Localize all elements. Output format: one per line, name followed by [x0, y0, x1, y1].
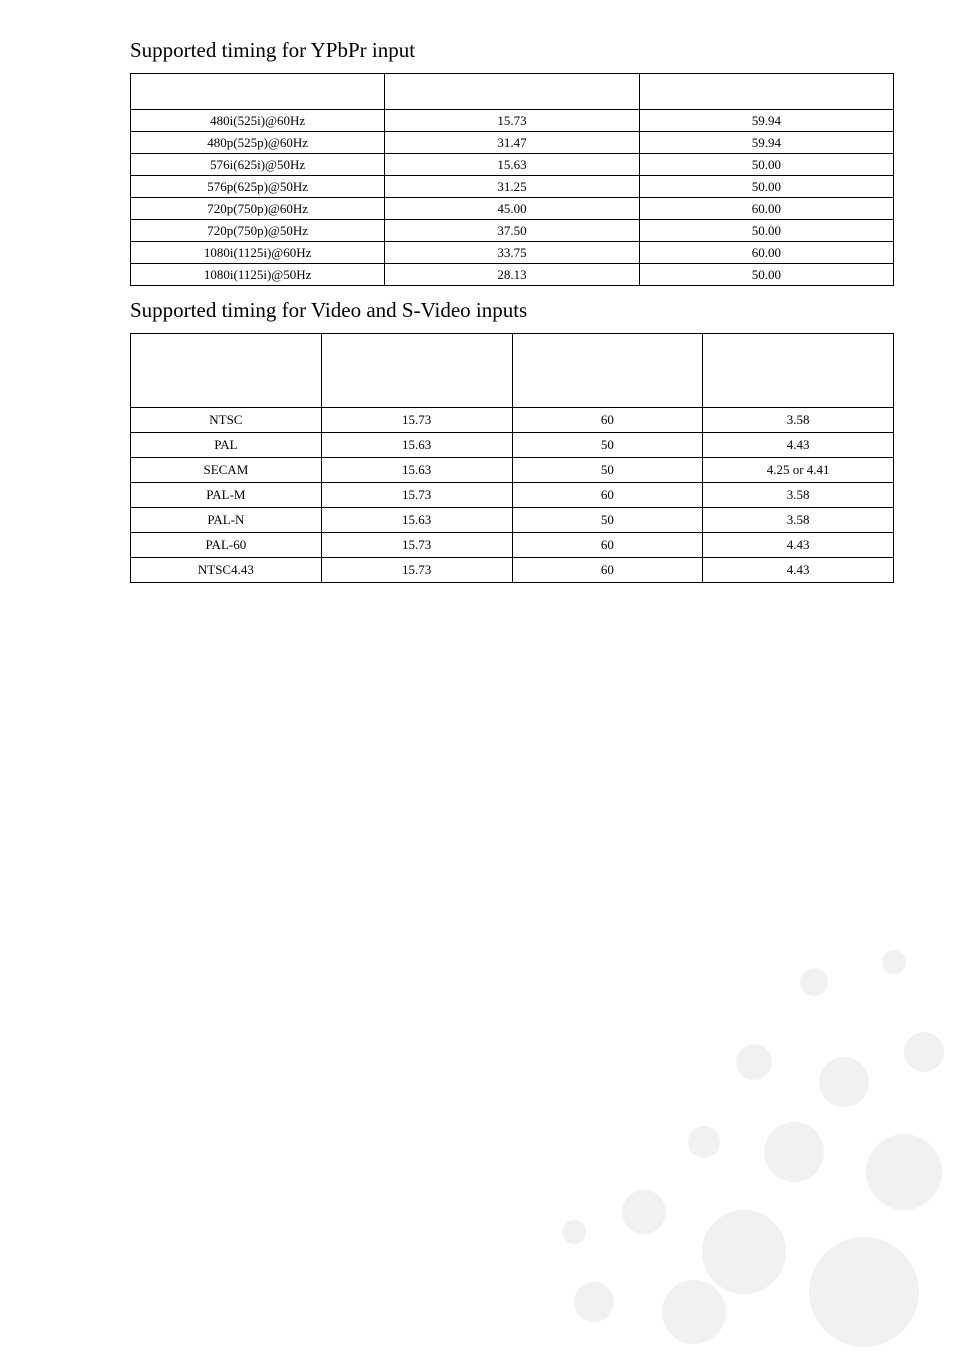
cell: 50.00	[639, 154, 893, 176]
cell: 15.63	[321, 458, 512, 483]
cell: 3.58	[703, 508, 894, 533]
cell: 15.73	[321, 408, 512, 433]
cell: 50	[512, 458, 703, 483]
col-header	[639, 74, 893, 110]
cell: 15.73	[321, 558, 512, 583]
col-header	[131, 74, 385, 110]
table-header-row	[131, 74, 894, 110]
table-row: 480i(525i)@60Hz 15.73 59.94	[131, 110, 894, 132]
cell: 15.63	[321, 508, 512, 533]
cell: 3.58	[703, 483, 894, 508]
cell: 576p(625p)@50Hz	[131, 176, 385, 198]
background-decoration	[394, 792, 954, 1352]
cell: 60	[512, 558, 703, 583]
heading-video-svideo: Supported timing for Video and S-Video i…	[130, 298, 894, 323]
cell: 50.00	[639, 220, 893, 242]
cell: 3.58	[703, 408, 894, 433]
cell: 60.00	[639, 242, 893, 264]
table-ypbpr: 480i(525i)@60Hz 15.73 59.94 480p(525p)@6…	[130, 73, 894, 286]
cell: 15.63	[321, 433, 512, 458]
cell: 37.50	[385, 220, 639, 242]
table-row: 720p(750p)@60Hz 45.00 60.00	[131, 198, 894, 220]
table-row: NTSC4.43 15.73 60 4.43	[131, 558, 894, 583]
cell: NTSC4.43	[131, 558, 322, 583]
cell: 1080i(1125i)@50Hz	[131, 264, 385, 286]
table-header-row	[131, 334, 894, 408]
cell: 720p(750p)@60Hz	[131, 198, 385, 220]
cell: NTSC	[131, 408, 322, 433]
cell: 50.00	[639, 176, 893, 198]
cell: 59.94	[639, 110, 893, 132]
cell: 4.43	[703, 558, 894, 583]
cell: SECAM	[131, 458, 322, 483]
table-row: PAL-N 15.63 50 3.58	[131, 508, 894, 533]
cell: 31.47	[385, 132, 639, 154]
table-row: PAL-M 15.73 60 3.58	[131, 483, 894, 508]
cell: 33.75	[385, 242, 639, 264]
cell: 31.25	[385, 176, 639, 198]
col-header	[512, 334, 703, 408]
table-row: 576p(625p)@50Hz 31.25 50.00	[131, 176, 894, 198]
table-row: 720p(750p)@50Hz 37.50 50.00	[131, 220, 894, 242]
cell: PAL	[131, 433, 322, 458]
cell: 60	[512, 408, 703, 433]
page-content: Supported timing for YPbPr input 480i(52…	[0, 0, 954, 583]
cell: 50	[512, 508, 703, 533]
table-row: 1080i(1125i)@50Hz 28.13 50.00	[131, 264, 894, 286]
table-row: 480p(525p)@60Hz 31.47 59.94	[131, 132, 894, 154]
cell: 45.00	[385, 198, 639, 220]
cell: 60.00	[639, 198, 893, 220]
table-row: PAL-60 15.73 60 4.43	[131, 533, 894, 558]
cell: PAL-60	[131, 533, 322, 558]
col-header	[703, 334, 894, 408]
table-video-svideo: NTSC 15.73 60 3.58 PAL 15.63 50 4.43 SEC…	[130, 333, 894, 583]
cell: 576i(625i)@50Hz	[131, 154, 385, 176]
cell: 4.43	[703, 533, 894, 558]
cell: 15.73	[385, 110, 639, 132]
cell: 15.73	[321, 533, 512, 558]
col-header	[131, 334, 322, 408]
cell: 28.13	[385, 264, 639, 286]
col-header	[321, 334, 512, 408]
table-row: NTSC 15.73 60 3.58	[131, 408, 894, 433]
cell: 480p(525p)@60Hz	[131, 132, 385, 154]
cell: 1080i(1125i)@60Hz	[131, 242, 385, 264]
table-row: 576i(625i)@50Hz 15.63 50.00	[131, 154, 894, 176]
cell: 50	[512, 433, 703, 458]
col-header	[385, 74, 639, 110]
cell: PAL-N	[131, 508, 322, 533]
heading-ypbpr: Supported timing for YPbPr input	[130, 38, 894, 63]
cell: 4.43	[703, 433, 894, 458]
cell: 59.94	[639, 132, 893, 154]
cell: 15.73	[321, 483, 512, 508]
cell: 480i(525i)@60Hz	[131, 110, 385, 132]
table-row: PAL 15.63 50 4.43	[131, 433, 894, 458]
cell: 4.25 or 4.41	[703, 458, 894, 483]
cell: PAL-M	[131, 483, 322, 508]
cell: 720p(750p)@50Hz	[131, 220, 385, 242]
table-row: SECAM 15.63 50 4.25 or 4.41	[131, 458, 894, 483]
cell: 15.63	[385, 154, 639, 176]
table-row: 1080i(1125i)@60Hz 33.75 60.00	[131, 242, 894, 264]
cell: 60	[512, 483, 703, 508]
cell: 60	[512, 533, 703, 558]
cell: 50.00	[639, 264, 893, 286]
